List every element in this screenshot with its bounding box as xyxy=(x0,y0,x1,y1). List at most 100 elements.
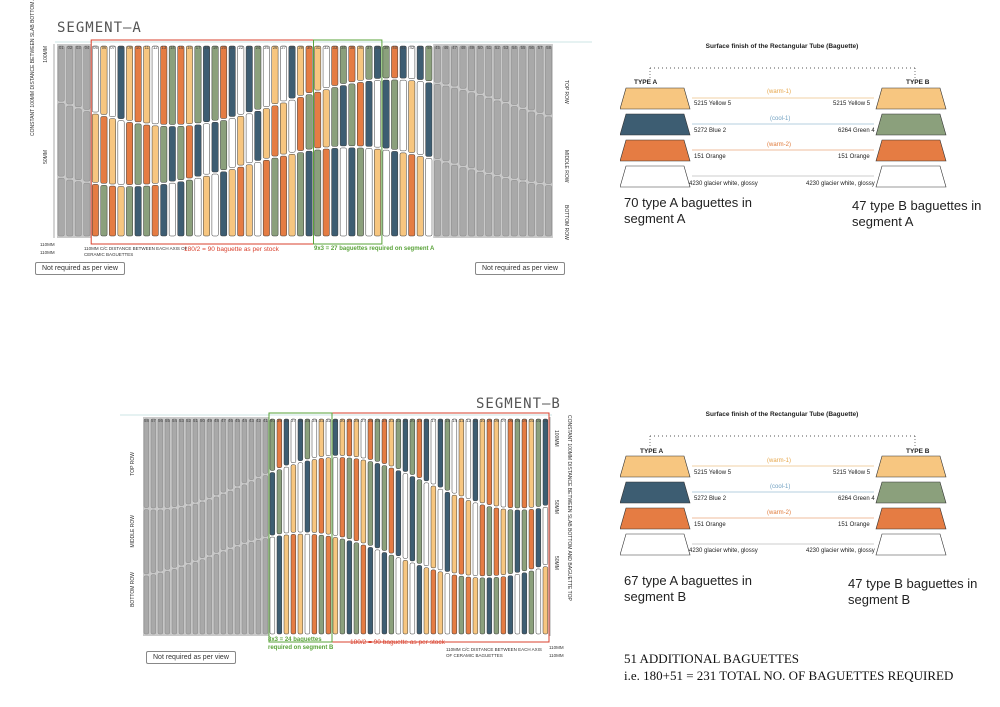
segment-b-baguette xyxy=(521,572,528,635)
segment-a-baguette xyxy=(168,45,176,125)
segment-a-baguette xyxy=(160,45,168,125)
segment-a-baguette-number: 04 xyxy=(85,45,90,50)
segment-a-baguette xyxy=(365,81,373,147)
segment-b-baguette-number: 40 xyxy=(270,418,275,423)
segment-a-baguette xyxy=(211,122,219,173)
segment-a-baguette xyxy=(348,83,356,147)
segment-b-baguette xyxy=(206,418,213,498)
segment-b-baguette-number: 05 xyxy=(515,418,520,423)
segment-a-baguette xyxy=(416,81,424,155)
segment-b-baguette xyxy=(381,418,388,464)
segment-b-baguette-number: 32 xyxy=(326,418,331,423)
segment-a-baguette-number: 31 xyxy=(315,45,320,50)
segment-b-baguette xyxy=(227,418,234,490)
segment-b-baguette xyxy=(416,418,423,478)
segment-b-baguette xyxy=(332,457,339,536)
segment-a-baguette xyxy=(408,45,416,79)
segment-b-dim-100: 100MM xyxy=(553,430,559,447)
segment-b-baguette xyxy=(185,505,192,564)
segment-a-baguette-number: 03 xyxy=(76,45,81,50)
segment-a-green-note: 9x3 = 27 baguettes required on segment A xyxy=(314,246,435,252)
segment-b-baguette xyxy=(276,418,283,468)
segment-a-baguette xyxy=(442,85,450,162)
segment-b-baguette-number: 44 xyxy=(242,418,247,423)
segment-a-baguette xyxy=(297,152,304,237)
segment-a-cc-note: 110MM C/C DISTANCE BETWEEN EACH AXIS OF … xyxy=(84,246,188,257)
segment-b-baguette-number: 11 xyxy=(473,418,478,423)
legend-a-row1-right: 5215 Yellow 5 xyxy=(833,101,871,107)
legend-a-row4-right: 4230 glacier white, glossy xyxy=(806,181,875,187)
segment-b-baguette xyxy=(220,493,227,551)
segment-b-baguette xyxy=(297,462,304,533)
segment-b-baguette xyxy=(227,490,234,548)
segment-a-baguette-number: 34 xyxy=(341,45,346,50)
segment-a-baguette xyxy=(134,123,142,185)
segment-a-baguette xyxy=(160,184,168,237)
segment-a-stock-note: 180/2 = 90 baguette as per stock xyxy=(184,246,279,253)
segment-b-baguette xyxy=(164,571,171,635)
segment-b-baguette xyxy=(472,577,479,635)
segment-a-baguette xyxy=(109,45,116,117)
segment-a-baguette xyxy=(168,182,176,237)
segment-a-baguette xyxy=(100,116,108,184)
segment-b-baguette-number: 08 xyxy=(494,418,499,423)
segment-a-baguette xyxy=(117,120,125,185)
segment-b-baguette xyxy=(444,418,451,491)
segment-b-baguette-number: 14 xyxy=(452,418,457,423)
segment-a-baguette-number: 41 xyxy=(401,45,406,50)
segment-b-baguette xyxy=(269,418,276,471)
segment-a-baguette xyxy=(391,151,399,237)
segment-a-baguette xyxy=(322,148,330,237)
segment-b-baguette xyxy=(318,418,325,457)
segment-b-baguette xyxy=(353,542,360,635)
segment-b-baguette xyxy=(451,574,458,635)
segment-a-baguette xyxy=(220,120,228,171)
segment-b-baguette-number: 01 xyxy=(543,418,548,423)
segment-a-baguette xyxy=(100,45,108,115)
legend-a-type-b-swatch xyxy=(875,113,947,136)
segment-b-baguette xyxy=(465,500,472,576)
segment-b-baguette xyxy=(150,418,157,509)
legend-a-row1-left: 5215 Yellow 5 xyxy=(694,101,732,107)
segment-b-baguette xyxy=(507,575,514,635)
segment-b-baguette-number: 17 xyxy=(431,418,436,423)
segment-a-baguette xyxy=(91,113,99,183)
legend-b-type-b-swatch xyxy=(875,481,947,504)
legend-a-type-a-swatch xyxy=(620,113,691,136)
segment-a-not-required-left: Not required as per view xyxy=(35,262,125,275)
segment-b-baguette xyxy=(528,418,535,508)
segment-b-baguette xyxy=(192,418,199,503)
segment-a-baguette-number: 35 xyxy=(350,45,355,50)
total-baguettes-note: i.e. 180+51 = 231 TOTAL NO. OF BAGUETTES… xyxy=(624,668,954,683)
segment-a-baguette xyxy=(425,45,433,82)
segment-b-baguette xyxy=(255,478,262,539)
segment-b-baguette xyxy=(171,569,178,635)
segment-b-baguette xyxy=(248,418,255,480)
segment-a-baguette xyxy=(186,45,193,125)
segment-a-baguette xyxy=(74,45,82,108)
segment-b-baguette xyxy=(402,560,409,635)
segment-b-baguette xyxy=(318,458,325,534)
segment-a-baguette xyxy=(280,155,287,237)
segment-b-baguette-number: 36 xyxy=(298,418,303,423)
segment-a-baguette-number: 15 xyxy=(179,45,184,50)
segment-b-dim-110a: 110MM xyxy=(549,645,564,650)
segment-b-baguette xyxy=(542,507,549,565)
segment-b-baguette xyxy=(262,475,269,537)
segment-a-baguette xyxy=(357,45,364,81)
segment-b-baguette xyxy=(297,533,304,635)
segment-a-baguette xyxy=(177,181,185,237)
segment-b-grey-zone xyxy=(143,417,269,636)
segment-b-baguette xyxy=(283,534,290,635)
segment-a-baguette xyxy=(220,45,228,119)
segment-b-baguette xyxy=(437,571,444,635)
segment-a-baguette xyxy=(237,116,245,166)
segment-a-baguette-number: 18 xyxy=(204,45,209,50)
segment-b-baguette xyxy=(437,418,444,488)
segment-b-baguette-number: 15 xyxy=(445,418,450,423)
segment-b-baguette xyxy=(157,572,164,635)
segment-b-baguette xyxy=(374,418,381,462)
segment-b-baguette xyxy=(276,469,283,535)
segment-b-baguette xyxy=(437,488,444,571)
segment-a-baguette xyxy=(365,45,373,80)
